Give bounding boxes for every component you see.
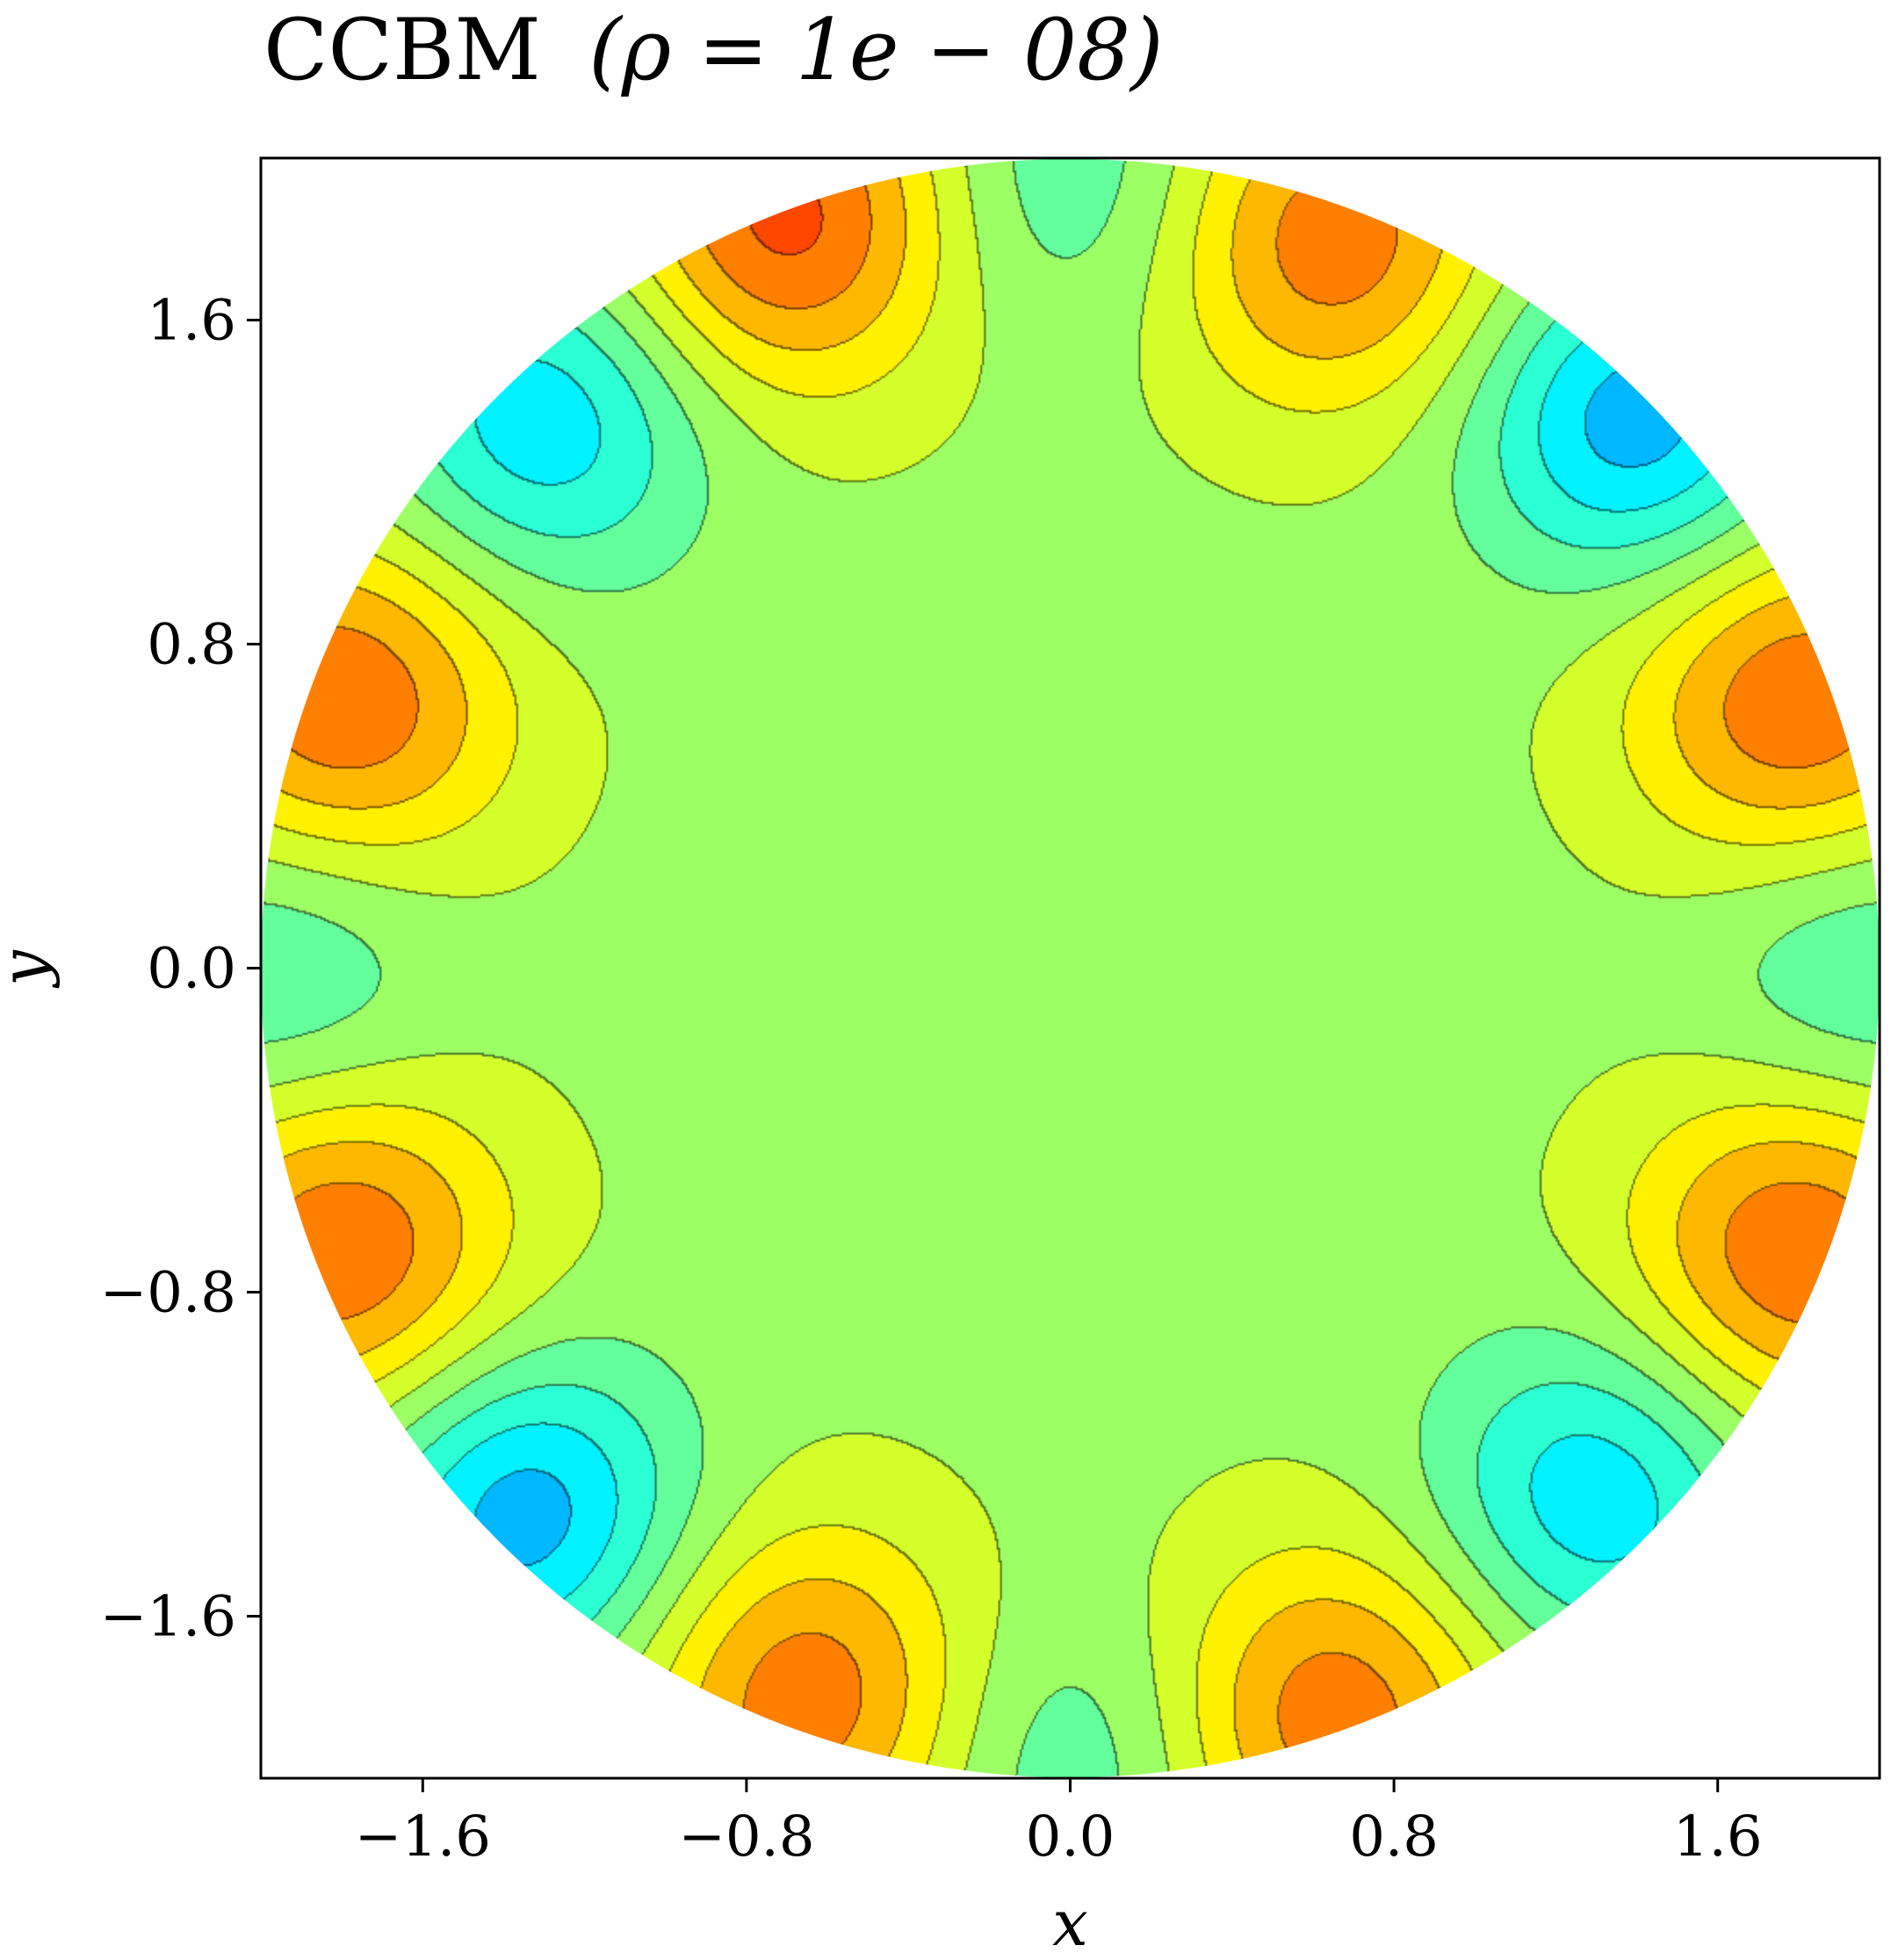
chart-title: CCBM (ρ = 1e − 08): [263, 1, 1164, 99]
y-tick-label: 0.8: [147, 613, 236, 678]
x-axis: −1.6 −0.8 0.0 0.8 1.6: [355, 1778, 1763, 1870]
x-axis-label: x: [1052, 1886, 1088, 1960]
chart-title-name: CCBM: [263, 1, 541, 99]
y-tick-label: −0.8: [100, 1261, 236, 1326]
x-tick-label: 0.0: [1026, 1805, 1115, 1870]
y-axis-label: y: [0, 949, 61, 989]
y-tick-label: −1.6: [100, 1585, 236, 1650]
y-tick-label: 0.0: [147, 937, 236, 1002]
x-tick-label: 1.6: [1673, 1805, 1763, 1870]
x-tick-label: 0.8: [1349, 1805, 1439, 1870]
y-tick-label: 1.6: [147, 289, 236, 354]
x-tick-label: −1.6: [355, 1805, 491, 1870]
chart-title-expr: (ρ = 1e − 08): [588, 1, 1163, 99]
y-axis: −1.6 −0.8 0.0 0.8 1.6: [100, 289, 261, 1650]
plot-area: [259, 156, 1881, 1780]
contour-field: [261, 159, 1880, 1777]
x-tick-label: −0.8: [678, 1805, 814, 1870]
